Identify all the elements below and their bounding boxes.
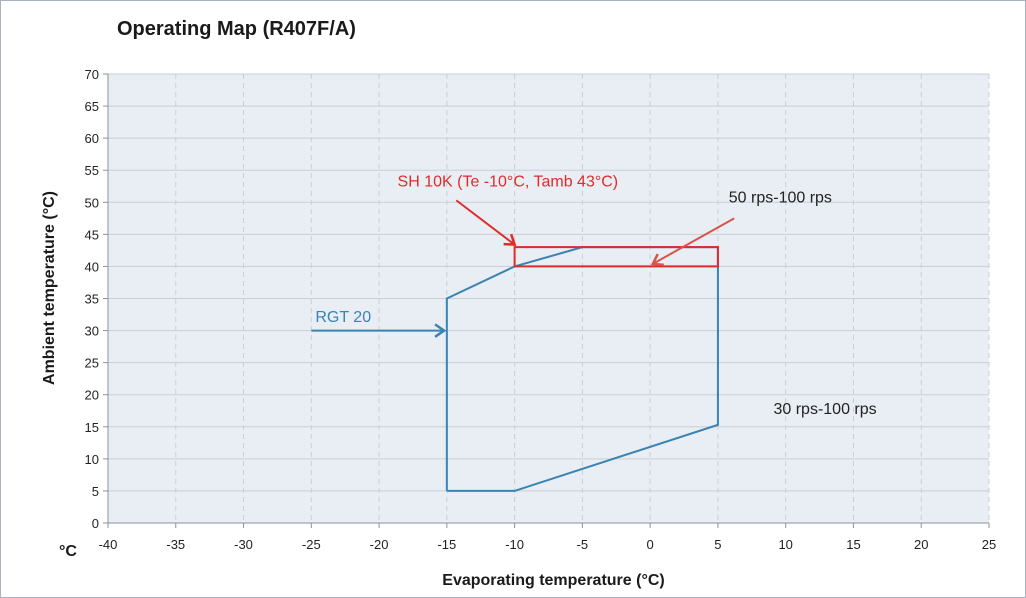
annotation-arrow-line (455, 199, 516, 246)
x-axis-label: Evaporating temperature (°C) (442, 572, 664, 589)
y-tick-label: 55 (85, 163, 99, 178)
x-tick-label: -30 (234, 537, 253, 552)
annotation-label: 30 rps-100 rps (773, 401, 876, 418)
annotation-label: SH 10K (Te -10°C, Tamb 43°C) (398, 173, 619, 190)
axis-unit-label: °C (59, 543, 77, 560)
y-tick-label: 40 (85, 259, 99, 274)
annotation-arrow-head (650, 253, 664, 267)
chart-title: Operating Map (R407F/A) (117, 18, 356, 40)
y-tick-label: 15 (85, 420, 99, 435)
x-tick-label: -5 (577, 537, 589, 552)
y-tick-label: 10 (85, 452, 99, 467)
x-tick-label: 0 (647, 537, 654, 552)
annotation-label: 50 rps-100 rps (729, 189, 832, 206)
annotation-arrow-head (434, 323, 447, 338)
y-tick-label: 70 (85, 67, 99, 82)
series-line-1 (513, 246, 719, 268)
y-tick-label: 20 (85, 388, 99, 403)
x-tick-label: 15 (846, 537, 860, 552)
x-tick-label: -35 (166, 537, 185, 552)
y-tick-label: 50 (85, 195, 99, 210)
x-tick-label: 5 (714, 537, 721, 552)
x-tick-label: 20 (914, 537, 928, 552)
y-tick-label: 45 (85, 227, 99, 242)
x-tick-label: 25 (982, 537, 996, 552)
y-tick-label: 65 (85, 99, 99, 114)
annotation-arrow-line (652, 217, 735, 265)
x-tick-label: -25 (302, 537, 321, 552)
y-tick-label: 35 (85, 292, 99, 307)
x-tick-label: -20 (370, 537, 389, 552)
y-tick-label: 5 (92, 484, 99, 499)
x-tick-label: 10 (778, 537, 792, 552)
y-tick-label: 30 (85, 324, 99, 339)
y-tick-label: 60 (85, 131, 99, 146)
y-tick-label: 25 (85, 356, 99, 371)
x-tick-label: -40 (99, 537, 118, 552)
annotation-arrow-head (503, 233, 517, 246)
y-axis-label: Ambient temperature (°C) (41, 191, 58, 385)
y-tick-label: 0 (92, 516, 99, 531)
annotation-label: RGT 20 (315, 309, 371, 326)
x-tick-label: -15 (437, 537, 456, 552)
x-tick-label: -10 (505, 537, 524, 552)
